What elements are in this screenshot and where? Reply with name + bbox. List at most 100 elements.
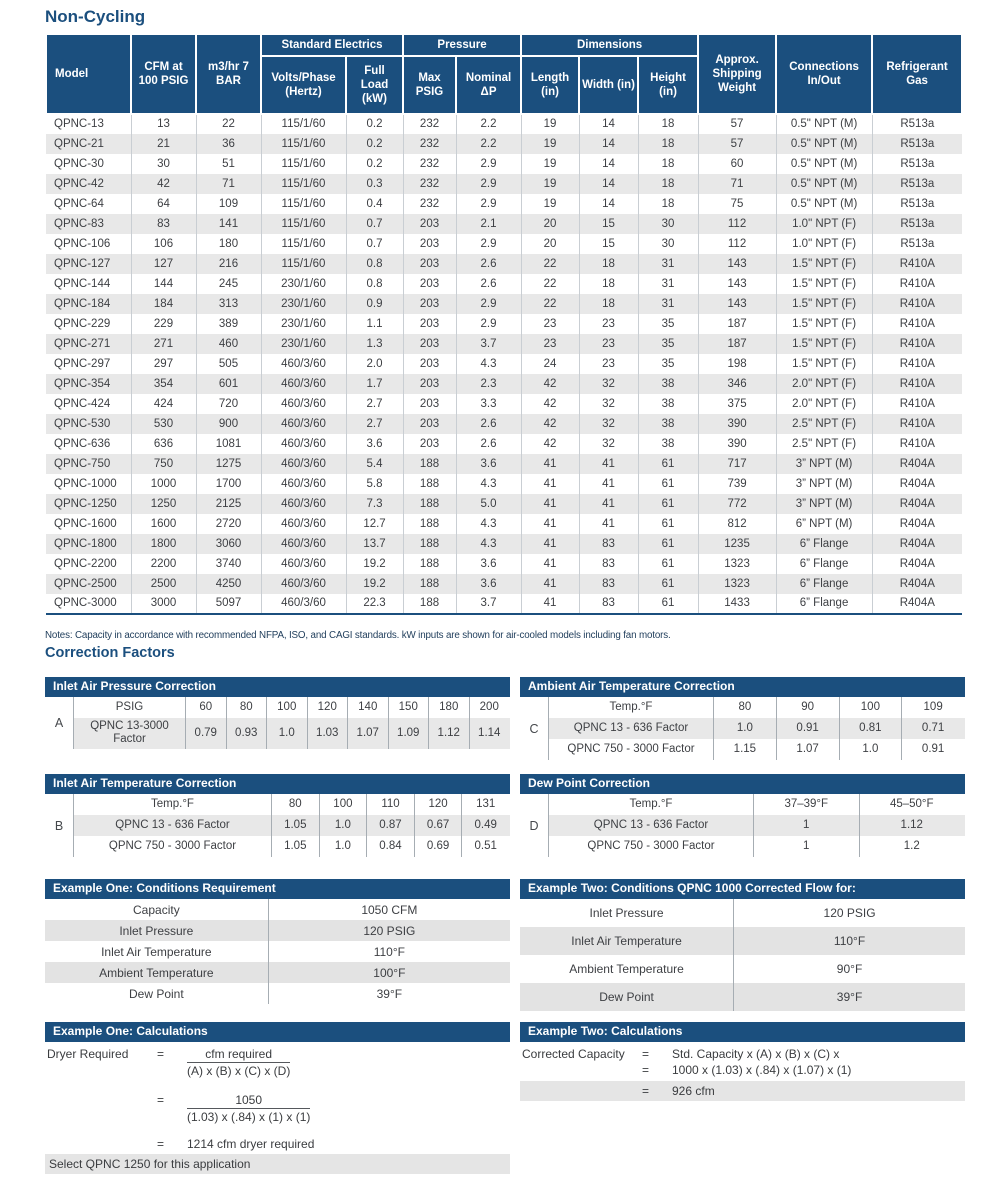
table-cell: R410A [871,334,963,354]
table-cell: 232 [402,174,457,194]
table-cell: 232 [402,114,457,134]
col-header-shipping-weight: Approx. Shipping Weight [697,33,778,115]
table-cell: QPNC-750 [54,457,111,470]
table-cell: QPNC-1600 [54,517,117,530]
table-cell: 389 [195,314,261,334]
table-cell: 1.12 [428,718,469,749]
table-cell: QPNC-636 [54,437,111,450]
table-cell: 0.9 [345,294,404,314]
table-cell: 3” NPT (M) [775,454,873,474]
table-cell: 200 [468,697,510,719]
table-cell: 460 [195,334,261,354]
table-cell: 0.49 [461,815,510,837]
table-cell: 5.0 [455,494,522,514]
table-row: QPNC-106 106 180 115/1/60 0.7 203 2.9 20 15 30 112… [46,234,963,254]
table-cell: 1.14 [468,718,510,749]
table-cell: 35 [637,334,699,354]
table-cell: 83 [578,594,639,614]
table-cell: 203 [402,414,457,434]
table-cell: 505 [195,354,261,374]
table-cell: 110 [366,794,415,816]
table-cell: 32 [578,374,639,394]
table-cell: 18 [637,114,699,134]
table-cell: QPNC-144 [54,277,111,290]
table-cell: QPNC-42 [54,177,104,190]
table-cell: QPNC 750 - 3000 Factor [548,739,714,761]
table-cell: 75 [697,194,777,214]
table-cell: 0.71 [901,718,965,740]
table-cell: 42 [520,414,580,434]
table-cell: 232 [402,194,457,214]
table-row: QPNC-83 83 141 115/1/60 0.7 203 2.1 20 15 30 112 1.… [46,214,963,234]
table-cell: 1.09 [387,718,429,749]
table-cell: R410A [871,434,963,454]
table-cell: 4.3 [455,474,522,494]
table-cell: QPNC-229 [54,317,111,330]
table-cell: 203 [402,434,457,454]
table-cell: 19.2 [345,574,404,594]
table-cell: 1.0 [266,718,307,749]
table-cell: 203 [402,394,457,414]
table-cell: 271 [130,334,196,354]
table-cell: 61 [637,594,699,614]
table-cell: QPNC-424 [54,397,111,410]
table-cell: 4.3 [455,534,522,554]
table-cell: 110°F [373,944,405,959]
dew-point-correction-block: Dew Point Correction D Temp.°F 37–39°F 45–… [520,774,965,858]
table-cell: 460/3/60 [260,434,346,454]
table-cell: Inlet Air Temperature [520,927,735,956]
table-cell: 460/3/60 [260,554,346,574]
table-cell: 2.9 [455,314,522,334]
table-cell: R410A [871,374,963,394]
table-cell: 12.7 [345,514,404,534]
table-cell: 2.5" NPT (F) [775,434,873,454]
table-cell: 14 [578,154,639,174]
table-row: QPNC-1600 1600 2720 460/3/60 12.7 188 4.3 41 41 6… [46,514,963,534]
table-cell: Inlet Air Temperature [45,941,269,963]
table-row: Dew Point 39°F [520,983,965,1012]
calc-lhs: Dryer Required [47,1047,129,1062]
table-cell: 1000 [130,474,196,494]
table-cell: 2.6 [455,434,522,454]
col-header-full-load: Full Load (kW) [344,55,405,115]
table-cell: 0.93 [225,718,267,749]
table-cell: 198 [697,354,777,374]
table-cell: 230/1/60 [260,294,346,314]
table-cell: 32 [578,394,639,414]
table-cell: 112 [697,234,777,254]
table-cell: QPNC 13 - 636 Factor [73,815,272,837]
table-cell: 1.5" NPT (F) [775,294,873,314]
table-notes: Notes: Capacity in accordance with recom… [45,630,671,641]
table-cell: QPNC-2500 [54,577,117,590]
table-cell: 3.6 [455,454,522,474]
table-cell: 0.3 [345,174,404,194]
table-cell: 1 [753,836,859,858]
table-cell: 39°F [376,986,403,1001]
calc-fraction-1: cfm required (A) x (B) x (C) x (D) [187,1047,291,1078]
table-cell: 131 [461,794,510,816]
table-cell: 2.9 [455,194,522,214]
table-cell: 30 [637,234,699,254]
table-cell: Inlet Pressure [45,920,269,942]
table-cell: 1275 [195,454,261,474]
table-cell: 1.0" NPT (F) [775,214,873,234]
table-cell: 460/3/60 [260,594,346,614]
table-cell: 232 [402,134,457,154]
table-cell: 90 [775,697,839,719]
table-row: QPNC-64 64 109 115/1/60 0.4 232 2.9 19 14 18 75 0.5… [46,194,963,214]
table-cell: 80 [271,794,320,816]
table-cell: 2.9 [455,294,522,314]
table-cell: R513a [871,134,963,154]
dew-point-correction-table: Temp.°F 37–39°F 45–50°F QPNC 13 - 636 Facto… [548,794,965,858]
table-cell: 14 [578,134,639,154]
table-cell: 0.5" NPT (M) [775,154,873,174]
table-cell: 18 [578,254,639,274]
table-cell: 41 [520,554,580,574]
table-cell: QPNC-271 [54,337,111,350]
table-cell: 1.05 [271,836,320,858]
table-cell: 115/1/60 [260,114,346,134]
table-cell: 245 [195,274,261,294]
col-header-max-psig: Max PSIG [402,55,458,115]
correction-label-b: B [54,818,64,833]
table-cell: R410A [871,294,963,314]
